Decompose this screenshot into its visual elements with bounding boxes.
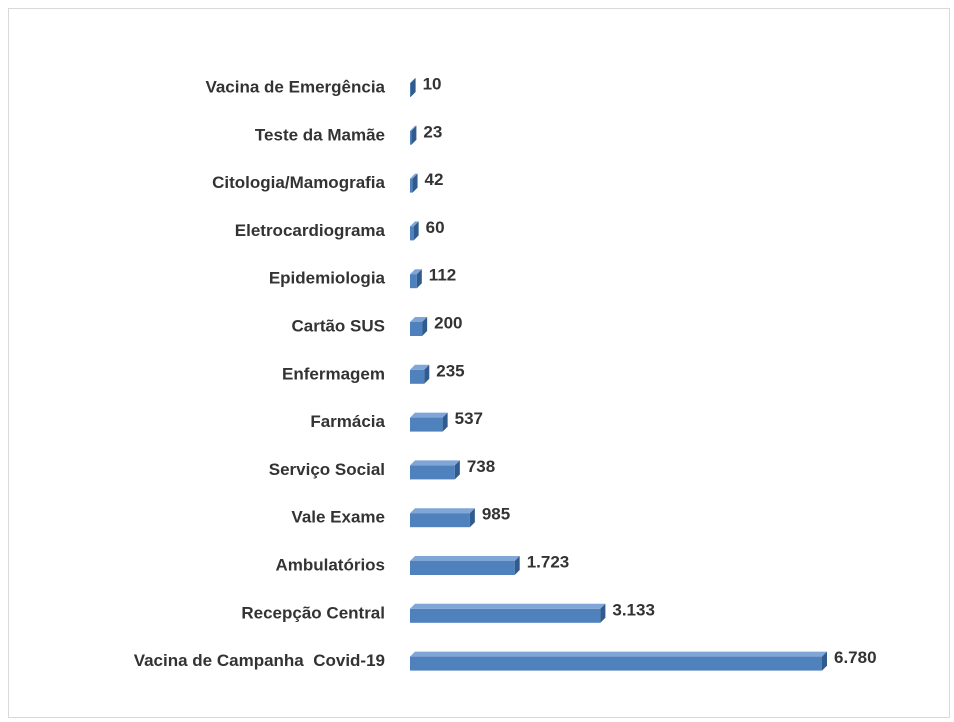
bar xyxy=(410,556,520,575)
bar xyxy=(410,269,422,289)
category-label: Eletrocardiograma xyxy=(235,221,386,240)
value-label: 60 xyxy=(426,218,445,237)
bar-front xyxy=(410,561,515,575)
bar-front xyxy=(410,130,412,145)
bar xyxy=(410,603,606,623)
bar-side xyxy=(413,221,419,241)
category-label: Vacina de Emergência xyxy=(205,77,385,96)
category-label: Cartão SUS xyxy=(291,316,385,335)
bar-side xyxy=(411,125,417,145)
bar-top xyxy=(410,412,448,418)
bar-front xyxy=(410,226,414,241)
value-label: 42 xyxy=(425,170,444,189)
category-label: Recepção Central xyxy=(241,603,385,622)
chart-frame xyxy=(8,8,950,718)
bar-side xyxy=(454,460,460,480)
value-label: 10 xyxy=(423,74,442,93)
bar-top xyxy=(410,364,430,370)
bar xyxy=(410,317,428,336)
value-label: 112 xyxy=(429,266,456,285)
bar-front xyxy=(410,513,470,528)
bar xyxy=(410,412,448,432)
bar-top xyxy=(410,173,418,179)
bar-side xyxy=(514,556,520,575)
bar-side xyxy=(442,412,448,432)
value-label: 200 xyxy=(434,313,462,332)
value-label: 985 xyxy=(482,505,510,524)
bar-top xyxy=(410,603,606,609)
category-label: Teste da Mamãe xyxy=(255,125,385,144)
category-label: Ambulatórios xyxy=(275,555,385,574)
category-label: Enfermagem xyxy=(282,364,385,383)
bar-front xyxy=(410,274,417,289)
value-label: 1.723 xyxy=(527,552,570,571)
bar-top xyxy=(410,269,422,275)
value-label: 537 xyxy=(455,409,483,428)
value-label: 738 xyxy=(467,457,495,476)
bar xyxy=(410,173,418,193)
value-label: 6.780 xyxy=(834,648,877,667)
bar-top xyxy=(410,508,475,514)
bar-side xyxy=(600,603,606,623)
bar xyxy=(410,508,475,528)
bar xyxy=(410,221,419,241)
bar-top xyxy=(410,125,417,131)
bar-front xyxy=(410,178,413,193)
bar-side xyxy=(410,78,416,97)
bar-top xyxy=(410,460,460,466)
bar-side xyxy=(412,173,418,193)
bar-top xyxy=(410,317,428,322)
bar-top xyxy=(410,651,827,657)
category-label: Vale Exame xyxy=(291,508,385,527)
bar-side xyxy=(416,269,422,289)
bar xyxy=(410,78,416,97)
bar-top xyxy=(410,221,419,227)
bar-top xyxy=(410,78,416,83)
bar-front xyxy=(410,83,411,97)
bar xyxy=(410,364,430,384)
value-label: 23 xyxy=(423,122,442,141)
bar-front xyxy=(410,608,601,623)
category-label: Serviço Social xyxy=(269,460,385,479)
category-label: Farmácia xyxy=(310,412,385,431)
bar-front xyxy=(410,417,443,432)
bar xyxy=(410,460,460,480)
category-label: Vacina de Campanha Covid-19 xyxy=(134,651,385,670)
bar-front xyxy=(410,322,423,336)
bar-side xyxy=(424,364,430,384)
bar xyxy=(410,125,417,145)
bar-top xyxy=(410,556,520,561)
bar-side xyxy=(822,651,827,671)
category-label: Epidemiologia xyxy=(269,269,386,288)
bar-front xyxy=(410,369,425,384)
category-label: Citologia/Mamografia xyxy=(212,173,385,192)
bar-front xyxy=(410,656,822,671)
bar-front xyxy=(410,465,455,480)
value-label: 235 xyxy=(436,361,464,380)
bar-side xyxy=(422,317,428,336)
bar xyxy=(410,651,827,671)
value-label: 3.133 xyxy=(612,600,655,619)
bar-side xyxy=(469,508,475,528)
